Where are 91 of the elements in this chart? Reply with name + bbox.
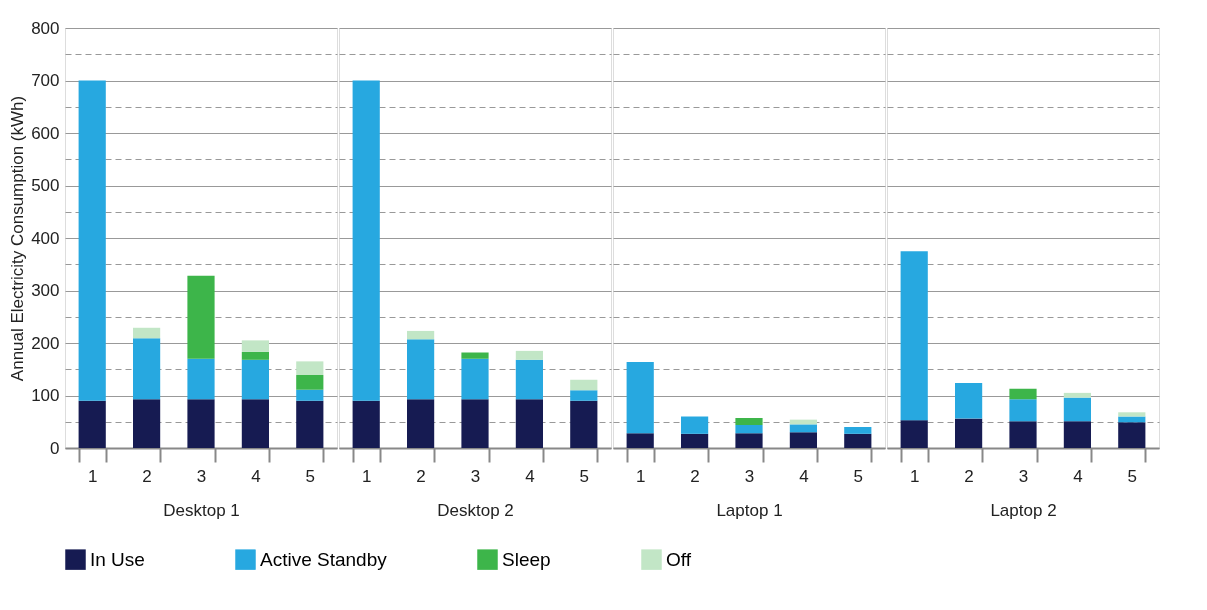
bar	[1063, 421, 1091, 448]
y-tick-label: 0	[50, 438, 60, 458]
bar	[515, 399, 543, 448]
bar	[461, 358, 489, 400]
bar	[241, 351, 269, 360]
y-tick-label: 700	[31, 71, 60, 90]
bar	[407, 399, 435, 448]
bar	[187, 358, 215, 400]
y-tick-label: 800	[31, 18, 60, 38]
legend-label: Sleep	[502, 548, 551, 570]
legend-label: In Use	[90, 548, 145, 570]
bar	[241, 399, 269, 448]
bar	[296, 375, 324, 390]
x-tick-label: 2	[416, 466, 426, 486]
bar	[296, 400, 324, 448]
y-axis-title: Annual Electricity Consumption (kWh)	[8, 95, 28, 382]
x-tick-label: 5	[1127, 466, 1138, 486]
bar	[900, 420, 928, 448]
bar	[1009, 388, 1037, 400]
bar	[1063, 392, 1091, 398]
bar	[241, 340, 269, 352]
bar	[570, 379, 598, 391]
bar	[133, 338, 161, 400]
bar	[133, 327, 161, 339]
bar	[352, 400, 380, 448]
x-tick-label: 4	[251, 466, 261, 486]
y-tick-label: 600	[31, 123, 60, 143]
x-tick-label: 4	[799, 466, 809, 486]
bar	[1063, 397, 1091, 422]
bar	[187, 399, 215, 448]
x-tick-label: 4	[1073, 466, 1083, 486]
x-tick-label: 4	[525, 466, 535, 486]
x-tick-label: 3	[1018, 466, 1029, 486]
bar	[515, 359, 543, 400]
x-tick-label: 5	[853, 466, 864, 486]
x-axis-title: Desktop 1	[163, 500, 240, 520]
bar	[955, 418, 983, 448]
bar	[681, 433, 709, 448]
y-tick-label: 400	[31, 228, 60, 248]
bar	[1118, 412, 1146, 417]
bar	[844, 433, 872, 448]
bar	[133, 399, 161, 448]
y-tick-label: 200	[31, 333, 60, 353]
bar	[296, 389, 324, 401]
bar	[626, 433, 654, 448]
bar	[900, 251, 928, 421]
y-tick-label: 500	[31, 176, 60, 195]
bar	[241, 359, 269, 400]
bar	[187, 275, 215, 359]
bar	[407, 339, 435, 400]
bar	[789, 424, 817, 433]
x-axis-title: Laptop 2	[990, 500, 1057, 520]
bar	[626, 361, 654, 434]
x-tick-label: 2	[690, 466, 700, 486]
bar	[570, 400, 598, 448]
bar	[352, 80, 380, 401]
x-tick-label: 1	[361, 466, 372, 486]
x-tick-label: 5	[305, 466, 316, 486]
x-axis-title: Desktop 2	[437, 500, 514, 520]
legend-label: Active Standby	[260, 548, 388, 570]
bar	[789, 432, 817, 448]
legend-label: Off	[666, 548, 692, 570]
bar	[735, 433, 763, 448]
x-tick-label: 1	[87, 466, 98, 486]
bar	[461, 399, 489, 448]
bar	[955, 382, 983, 419]
bar	[78, 400, 106, 448]
bar	[407, 330, 435, 340]
bar	[844, 427, 872, 434]
bar	[78, 80, 106, 401]
y-tick-label: 100	[31, 386, 60, 405]
bar	[515, 350, 543, 360]
x-axis-title: Laptop 1	[716, 500, 783, 520]
bar	[735, 418, 763, 425]
bar	[296, 361, 324, 376]
x-tick-label: 1	[635, 466, 646, 486]
bar	[570, 390, 598, 401]
x-tick-label: 5	[579, 466, 590, 486]
bar	[1009, 421, 1037, 448]
x-tick-label: 2	[964, 466, 974, 486]
x-tick-label: 2	[142, 466, 152, 486]
x-tick-label: 3	[470, 466, 481, 486]
bar	[681, 416, 709, 434]
x-tick-label: 3	[196, 466, 207, 486]
bar	[735, 424, 763, 434]
bar	[1009, 399, 1037, 422]
bar	[1118, 422, 1146, 448]
x-tick-label: 3	[744, 466, 755, 486]
bar	[461, 352, 489, 359]
x-tick-label: 1	[909, 466, 920, 486]
y-tick-label: 300	[31, 281, 60, 300]
